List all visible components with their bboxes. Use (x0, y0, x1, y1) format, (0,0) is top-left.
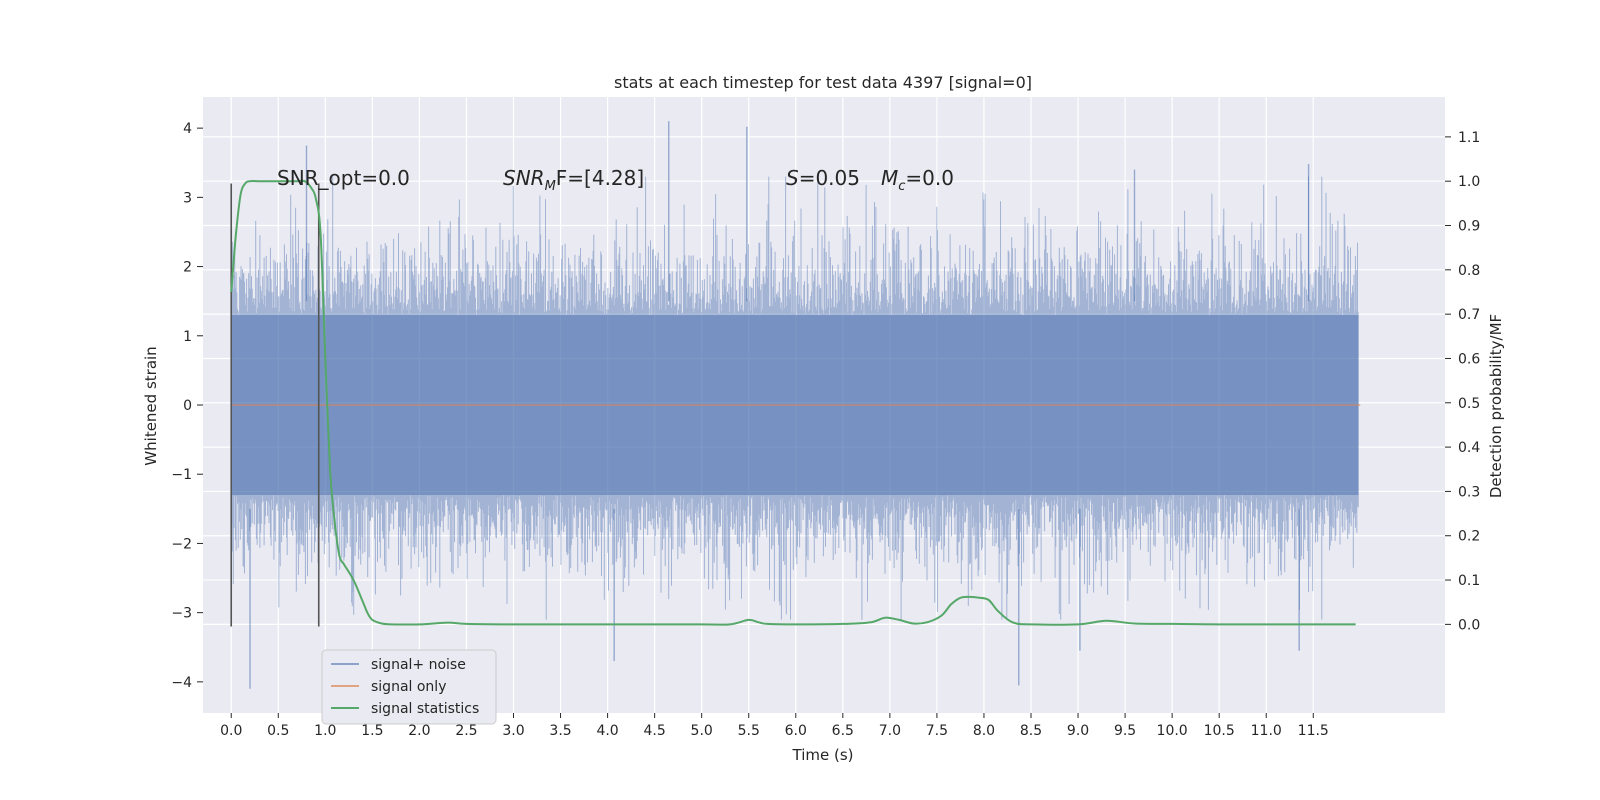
annotation-snr-opt: SNR_opt=0.0 (277, 166, 410, 190)
x-tick-label: 7.0 (879, 723, 901, 739)
annotation-snr-mf: SNRMF=[4.28] (503, 166, 644, 194)
x-tick-label: 0.0 (220, 723, 242, 739)
annotation-mc-value: =0.0 (905, 166, 954, 190)
x-tick-label: 2.5 (455, 723, 477, 739)
annotation-s-value: =0.05 (799, 166, 860, 190)
y-tick-label: −3 (171, 606, 192, 622)
annotation-s-label: S (786, 166, 799, 190)
y-axis-left-ticks: −4 −3 −2 −1 0 1 2 3 4 (171, 121, 203, 691)
annotation-snr-mf-sub: M (545, 179, 556, 194)
y-tick-label: 1 (183, 329, 192, 345)
y-tick-label: −4 (171, 675, 192, 691)
x-tick-label: 1.0 (314, 723, 336, 739)
annotation-s: S=0.05 (786, 166, 860, 190)
x-tick-label: 3.5 (549, 723, 571, 739)
y-tick-label: −1 (171, 467, 192, 483)
x-tick-label: 8.5 (1020, 723, 1042, 739)
legend-label-noise: signal+ noise (371, 657, 466, 673)
x-tick-label: 1.5 (361, 723, 383, 739)
y-tick-label: 4 (183, 121, 192, 137)
x-tick-label: 5.5 (738, 723, 760, 739)
x-axis-ticks: 0.0 0.5 1.0 1.5 2.0 2.5 3.0 3.5 4.0 4.5 5.0 5.5 6.0 6… (220, 713, 1329, 739)
x-tick-label: 4.0 (596, 723, 618, 739)
annotation-mc: Mc=0.0 (881, 166, 954, 194)
x-tick-label: 6.5 (832, 723, 854, 739)
y-right-tick-label: 0.4 (1458, 440, 1480, 456)
annotation-snr-mf-prefix: SNR (503, 166, 545, 190)
x-tick-label: 9.5 (1114, 723, 1136, 739)
x-tick-label: 7.5 (926, 723, 948, 739)
x-tick-label: 2.0 (408, 723, 430, 739)
y-axis-right-ticks: 0.0 0.1 0.2 0.3 0.4 0.5 0.6 0.7 0.8 0.9 1.0 1.1 (1445, 130, 1480, 633)
y-right-tick-label: 0.5 (1458, 396, 1480, 412)
x-tick-label: 4.5 (644, 723, 666, 739)
x-axis-label: Time (s) (792, 746, 854, 764)
y-right-tick-label: 0.1 (1458, 573, 1480, 589)
legend: signal+ noise signal only signal statist… (321, 649, 497, 725)
y-axis-right-label: Detection probability/MF (1487, 314, 1505, 498)
marker-lines (230, 183, 320, 627)
y-tick-label: −2 (171, 536, 192, 552)
y-right-tick-label: 0.3 (1458, 484, 1480, 500)
y-right-tick-label: 1.0 (1458, 174, 1480, 190)
y-right-tick-label: 0.7 (1458, 307, 1480, 323)
legend-box (321, 649, 497, 725)
x-tick-label: 8.0 (973, 723, 995, 739)
y-right-tick-label: 0.8 (1458, 263, 1480, 279)
x-tick-label: 0.5 (267, 723, 289, 739)
y-axis-label: Whitened strain (142, 346, 160, 465)
legend-label-stats: signal statistics (371, 701, 479, 717)
y-right-tick-label: 1.1 (1458, 130, 1480, 146)
y-tick-label: 2 (183, 260, 192, 276)
x-tick-label: 3.0 (502, 723, 524, 739)
x-tick-label: 6.0 (785, 723, 807, 739)
y-right-tick-label: 0.2 (1458, 529, 1480, 545)
annotation-mc-sub: c (898, 179, 905, 194)
x-tick-label: 9.0 (1067, 723, 1089, 739)
stats-points (231, 181, 1356, 625)
x-tick-label: 11.0 (1251, 723, 1282, 739)
y-right-tick-label: 0.9 (1458, 219, 1480, 235)
y-tick-label: 0 (183, 398, 192, 414)
annotation-snr-mf-rest: F=[4.28] (556, 166, 644, 190)
y-right-tick-label: 0.0 (1458, 617, 1480, 633)
x-tick-label: 10.5 (1204, 723, 1235, 739)
y-tick-label: 3 (183, 190, 192, 206)
x-tick-label: 5.0 (691, 723, 713, 739)
x-tick-label: 11.5 (1298, 723, 1329, 739)
x-tick-label: 10.0 (1157, 723, 1188, 739)
chart-title: stats at each timestep for test data 439… (614, 73, 1032, 92)
series-signal-statistics (230, 179, 1356, 626)
annotation-mc-label: M (881, 166, 898, 190)
y-right-tick-label: 0.6 (1458, 351, 1480, 367)
legend-label-signal: signal only (371, 679, 446, 695)
